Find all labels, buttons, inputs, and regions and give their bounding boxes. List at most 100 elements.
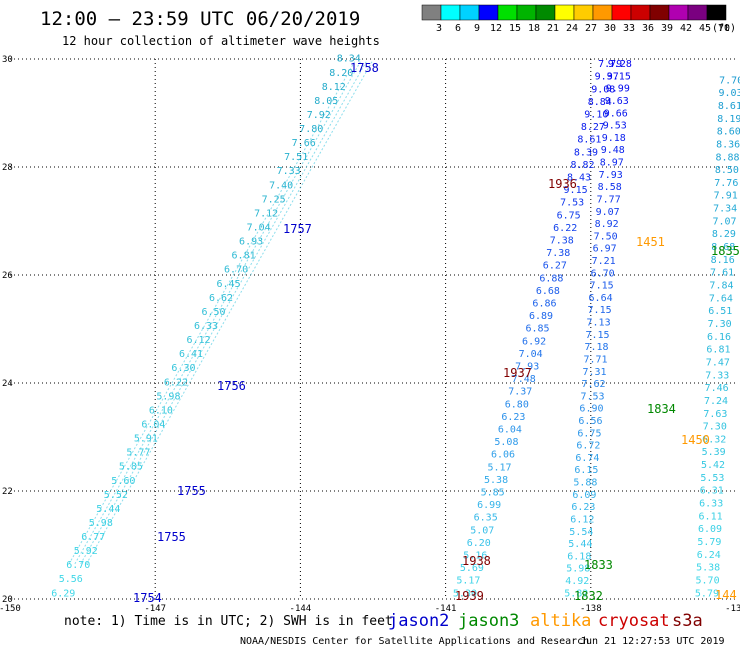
wave-height-value: 8.39 bbox=[574, 147, 598, 158]
track-center-east: 5.824.925.98 6.185.445.54 6.126.236.095.88… bbox=[564, 59, 632, 599]
wave-height-value: 7.91 bbox=[714, 191, 738, 202]
wave-height-value: 5.60 bbox=[111, 476, 135, 487]
colorbar-swatch bbox=[668, 4, 689, 21]
wave-height-value: 7.71 bbox=[583, 354, 607, 365]
pass-time-label: 1937 bbox=[503, 366, 532, 380]
footer-note: note: 1) Time is in UTC; 2) SWH is in fe… bbox=[64, 614, 393, 629]
wave-height-value: 7.30 bbox=[708, 319, 732, 330]
wave-height-value: 5.07 bbox=[470, 525, 494, 536]
wave-height-value: 6.85 bbox=[526, 324, 550, 335]
wave-height-value: 6.23 bbox=[571, 502, 595, 513]
wave-height-value: 5.39 bbox=[702, 447, 726, 458]
wave-height-value: 5.53 bbox=[700, 473, 724, 484]
wave-height-value: 7.77 bbox=[597, 194, 621, 205]
wave-height-value: 9.07 bbox=[596, 207, 620, 218]
wave-height-value: 6.80 bbox=[505, 399, 529, 410]
pass-time-label: 1756 bbox=[217, 379, 246, 393]
wave-height-value: 5.98 bbox=[89, 518, 113, 529]
pass-time-label: 144 bbox=[715, 588, 737, 602]
wave-height-value: 7.15 bbox=[590, 281, 614, 292]
satellite-legend-item: jason2 bbox=[388, 611, 449, 631]
lon-tick-label: -138 bbox=[580, 604, 602, 614]
wave-height-value: 5.85 bbox=[119, 462, 143, 473]
lat-tick-label: 28 bbox=[2, 163, 13, 173]
wave-height-value: 7.63 bbox=[703, 409, 727, 420]
wave-height-value: 6.75 bbox=[557, 210, 581, 221]
wave-height-value: 5.82 bbox=[564, 588, 588, 599]
colorbar-swatch bbox=[478, 4, 499, 21]
wave-height-value: 8.27 bbox=[581, 122, 605, 133]
track-east: 5.79 5.705.38 6.24 5.79 6.09 6.116.33 6.31 5.53… bbox=[695, 75, 740, 599]
colorbar-label: 18 bbox=[528, 23, 540, 34]
wave-height-value: 8.50 bbox=[715, 165, 739, 176]
wave-height-value: 8.36 bbox=[716, 139, 740, 150]
wave-height-value: 6.31 bbox=[700, 486, 724, 497]
wave-height-value: 8.82 bbox=[570, 160, 594, 171]
wave-height-value: 7.34 bbox=[713, 204, 737, 215]
wave-height-value: 5.30 bbox=[453, 588, 477, 599]
wave-height-value: 4.92 bbox=[565, 576, 589, 587]
pass-time-label: 1755 bbox=[157, 530, 186, 544]
colorbar-label: 27 bbox=[585, 23, 597, 34]
wave-height-value: 9.10 bbox=[584, 110, 608, 121]
colorbar-unit: (ft) bbox=[712, 23, 736, 34]
colorbar-label: 21 bbox=[547, 23, 559, 34]
colorbar-label: 3 bbox=[436, 23, 442, 34]
wave-height-value: 6.93 bbox=[239, 237, 263, 248]
wave-height-value: 6.20 bbox=[467, 538, 491, 549]
satellite-legend-item: altika bbox=[530, 611, 591, 631]
wave-height-value: 7.84 bbox=[709, 281, 733, 292]
colorbar-swatch bbox=[459, 4, 480, 21]
wave-height-value: 6.23 bbox=[501, 412, 525, 423]
track-center-west: 5.305.175.695.166.205.076.356.995.855.38… bbox=[453, 59, 622, 599]
wave-height-value: 8.61 bbox=[577, 135, 601, 146]
wave-height-value: 7.12 bbox=[254, 208, 278, 219]
wave-height-value: 6.35 bbox=[474, 513, 498, 524]
wave-height-value: 7.24 bbox=[704, 396, 728, 407]
dense-trace bbox=[86, 61, 373, 565]
lat-tick-label: 22 bbox=[2, 487, 13, 497]
wave-height-value: 5.38 bbox=[484, 475, 508, 486]
wave-height-value: 9.15 bbox=[564, 185, 588, 196]
lat-tick-label: 30 bbox=[2, 55, 13, 65]
pass-time-label: 1754 bbox=[133, 591, 162, 605]
wave-height-value: 7.33 bbox=[705, 370, 729, 381]
wave-height-value: 5.92 bbox=[74, 546, 98, 557]
wave-height-value: 6.33 bbox=[699, 499, 723, 510]
wave-height-value: 6.56 bbox=[578, 416, 602, 427]
colorbar-label: 70 bbox=[718, 23, 730, 34]
wave-height-value: 6.50 bbox=[201, 307, 225, 318]
wave-height-value: 6.41 bbox=[179, 349, 203, 360]
wave-height-value: 6.89 bbox=[529, 311, 553, 322]
wave-height-value: 5.88 bbox=[573, 478, 597, 489]
wave-height-value: 8.19 bbox=[717, 114, 740, 125]
timestamp-text: Jun 21 12:27:53 UTC 2019 bbox=[580, 636, 725, 647]
wave-height-value: 6.64 bbox=[589, 293, 613, 304]
colorbar-label: 12 bbox=[490, 23, 502, 34]
colorbar-swatch bbox=[421, 4, 442, 21]
wave-height-value: 5.69 bbox=[460, 563, 484, 574]
wave-height-value: 7.31 bbox=[582, 367, 606, 378]
wave-height-value: 7.93 bbox=[515, 362, 539, 373]
wave-height-value: 8.60 bbox=[717, 127, 740, 138]
wave-height-value: 5.38 bbox=[696, 563, 720, 574]
wave-height-value: 7.15 bbox=[588, 305, 612, 316]
wave-height-value: 7.25 bbox=[262, 194, 286, 205]
wave-height-value: 7.50 bbox=[594, 231, 618, 242]
colorbar-swatch bbox=[440, 4, 461, 21]
wave-height-value: 5.16 bbox=[463, 551, 487, 562]
wave-height-value: 6.74 bbox=[575, 453, 599, 464]
wave-height-value: 6.27 bbox=[543, 261, 567, 272]
wave-height-value: 6.22 bbox=[164, 377, 188, 388]
wave-height-value: 7.53 bbox=[560, 198, 584, 209]
wave-height-value: 7.46 bbox=[705, 383, 729, 394]
wave-height-value: 5.79 bbox=[695, 588, 719, 599]
pass-time-label: 1833 bbox=[584, 558, 613, 572]
wave-height-value: 6.32 bbox=[702, 434, 726, 445]
wave-height-value: 7.47 bbox=[706, 357, 730, 368]
wave-height-value: 7.13 bbox=[587, 318, 611, 329]
wave-height-value: 7.79 bbox=[598, 59, 622, 70]
wave-height-value: 6.70 bbox=[591, 268, 615, 279]
dense-trace bbox=[68, 61, 356, 565]
